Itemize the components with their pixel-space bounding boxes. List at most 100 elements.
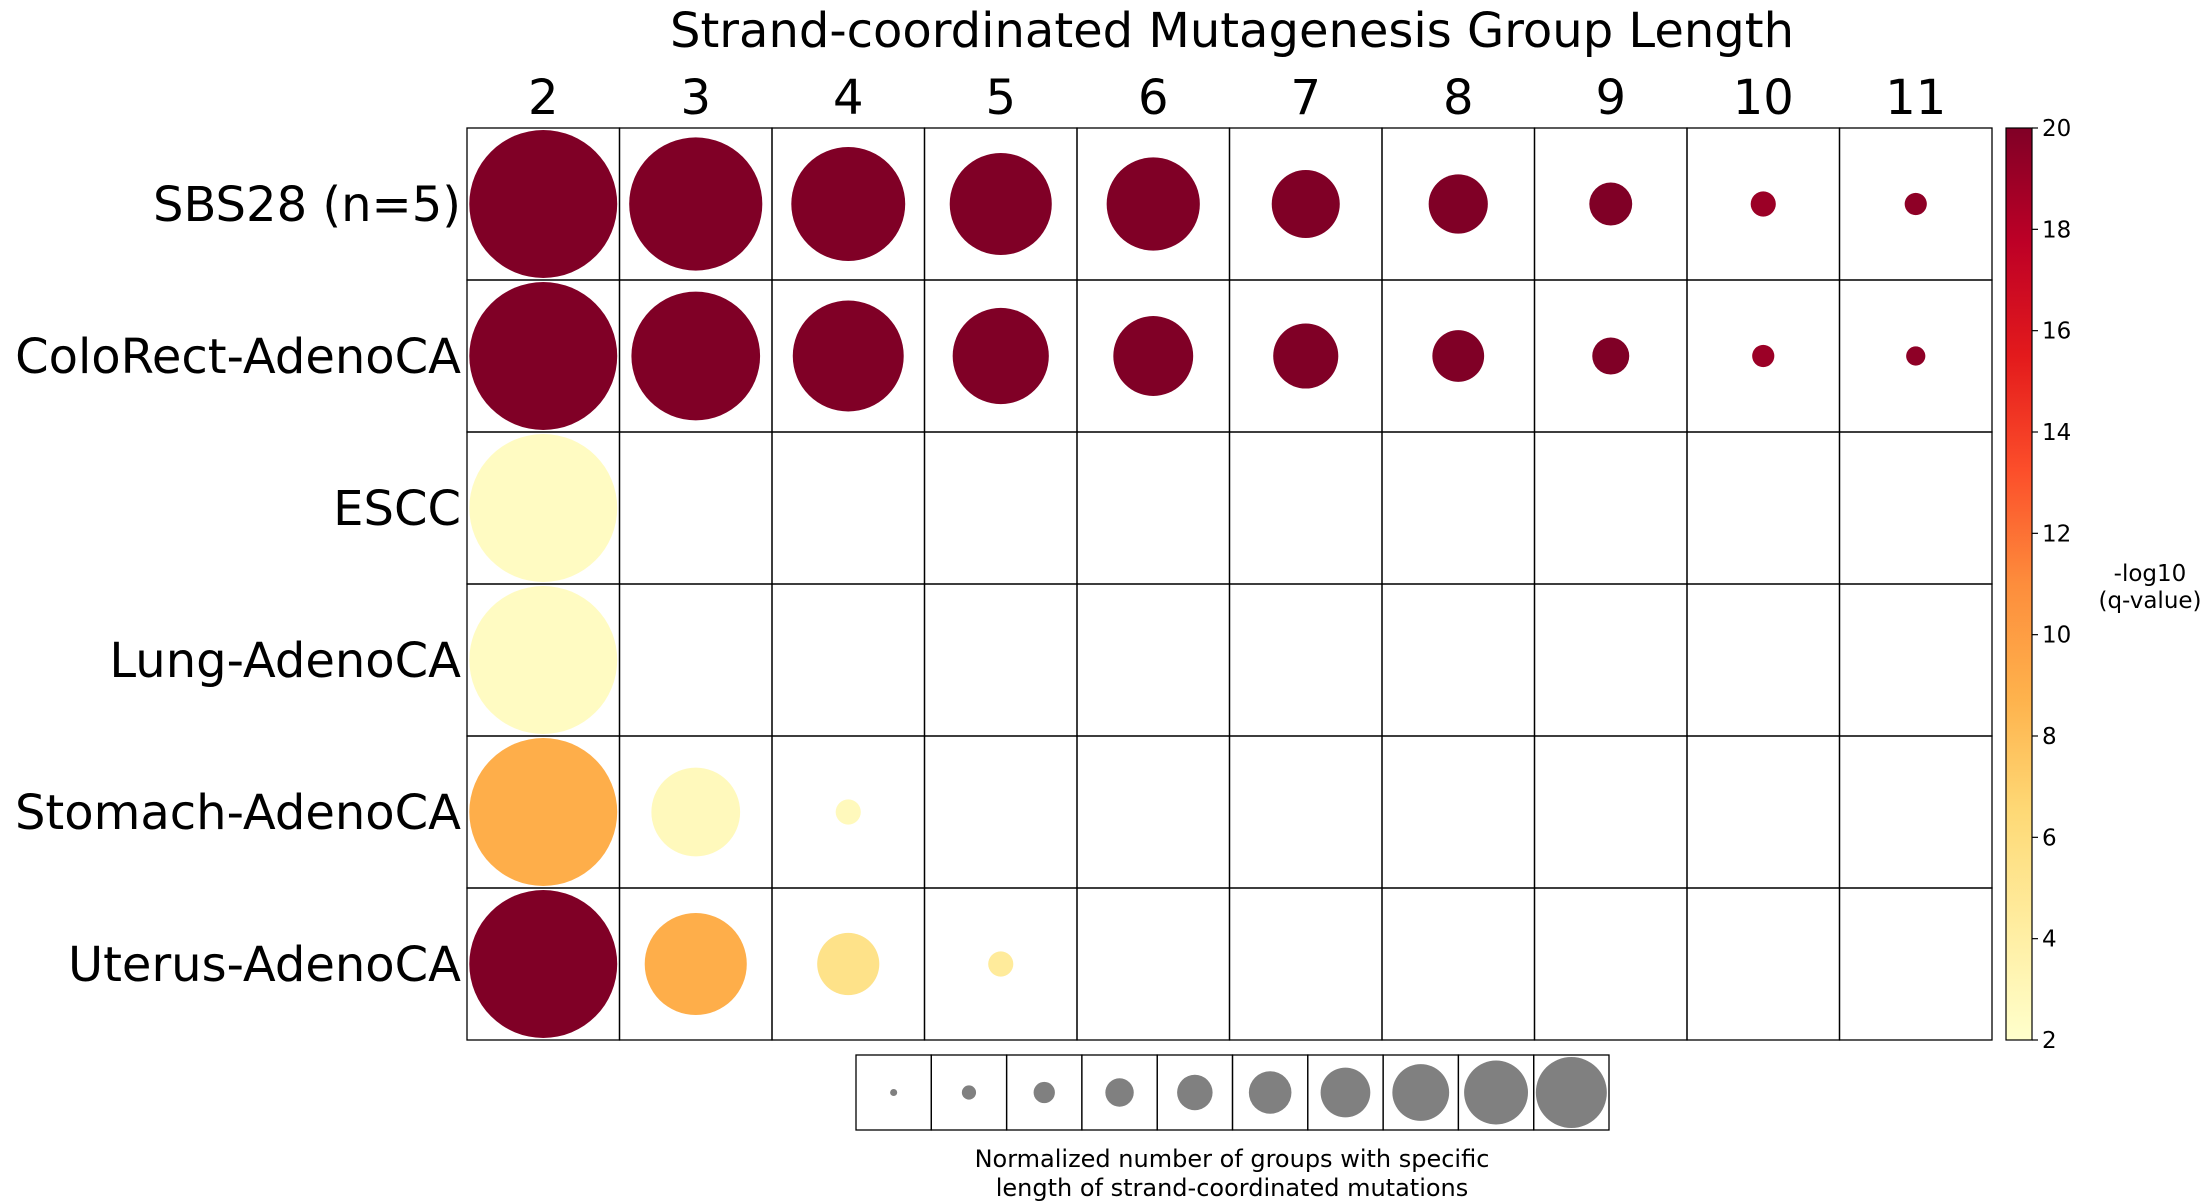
size-legend-cell xyxy=(1533,1054,1610,1131)
bubble xyxy=(1271,169,1340,239)
grid-cell xyxy=(1381,735,1536,889)
size-legend-bubble xyxy=(961,1085,977,1100)
bubble xyxy=(1904,192,1927,216)
grid-cell xyxy=(1533,735,1688,889)
colorbar-gradient xyxy=(2005,127,2033,1041)
y-tick-label: SBS28 (n=5) xyxy=(153,177,461,233)
grid-cell xyxy=(1381,887,1536,1041)
x-tick-label: 5 xyxy=(985,70,1016,126)
x-tick-label: 9 xyxy=(1595,70,1626,126)
grid-cell xyxy=(771,583,926,737)
plot-grid: 2 3 4 5 6 7 8 9 10 11 SBS28 (n=5) ColoRect-AdenoCA E… xyxy=(15,70,1993,1041)
grid-cell xyxy=(1228,431,1383,585)
bubble xyxy=(988,951,1014,977)
grid-cell xyxy=(1533,583,1688,737)
x-tick-label: 7 xyxy=(1290,70,1321,126)
x-tick-label: 4 xyxy=(833,70,864,126)
colorbar-tick-label: 10 xyxy=(2042,623,2071,649)
bubble xyxy=(1752,344,1775,368)
grid-cell xyxy=(923,583,1078,737)
bubble xyxy=(469,738,618,886)
grid-cell xyxy=(1228,887,1383,1041)
grid-cell xyxy=(1381,431,1536,585)
bubble xyxy=(817,932,880,996)
bubble xyxy=(952,307,1049,405)
bubble xyxy=(631,291,761,421)
grid-cell xyxy=(618,431,773,585)
grid-cell xyxy=(1533,887,1688,1041)
y-tick-label: ESCC xyxy=(333,481,461,537)
grid-cell xyxy=(618,583,773,737)
bubble xyxy=(791,147,906,261)
grid-cell xyxy=(1686,583,1841,737)
x-tick-label: 11 xyxy=(1885,70,1946,126)
grid-cell xyxy=(1076,887,1231,1041)
grid-cell xyxy=(1076,431,1231,585)
colorbar-tick-label: 18 xyxy=(2042,217,2071,243)
colorbar-tick-label: 14 xyxy=(2042,420,2071,446)
size-legend-bubble xyxy=(1320,1067,1371,1118)
grid-cell xyxy=(923,735,1078,889)
grid-cell xyxy=(1533,431,1688,585)
bubble xyxy=(469,282,618,430)
colorbar-tick-label: 8 xyxy=(2042,724,2057,750)
bubble xyxy=(792,300,904,412)
bubble xyxy=(1428,174,1488,234)
size-legend-caption-line2: length of strand-coordinated mutations xyxy=(996,1174,1469,1202)
colorbar: 2 4 6 8 10 12 14 16 18 20 xyxy=(2005,116,2071,1054)
grid-cell xyxy=(1076,735,1231,889)
x-tick-label: 2 xyxy=(528,70,559,126)
x-tick-label: 8 xyxy=(1443,70,1474,126)
size-legend-bubble xyxy=(1464,1060,1529,1125)
colorbar-tick-label: 20 xyxy=(2042,116,2071,142)
bubble xyxy=(469,890,618,1038)
bubble xyxy=(644,912,747,1016)
colorbar-tick-label: 12 xyxy=(2042,521,2071,547)
size-legend-bubble xyxy=(1033,1081,1055,1104)
grid-cell xyxy=(1838,583,1993,737)
y-tick-label: Lung-AdenoCA xyxy=(109,633,461,689)
x-tick-label: 3 xyxy=(680,70,711,126)
y-tick-label: Uterus-AdenoCA xyxy=(68,937,461,993)
bubble xyxy=(1432,330,1485,382)
chart-title: Strand-coordinated Mutagenesis Group Len… xyxy=(670,3,1794,59)
bubble xyxy=(1106,157,1200,251)
grid-cell xyxy=(1686,887,1841,1041)
colorbar-label-line2: (q-value) xyxy=(2098,588,2201,614)
colorbar-label-line1: -log10 xyxy=(2114,561,2187,587)
bubble xyxy=(1592,337,1630,375)
size-legend-bubble xyxy=(890,1088,898,1097)
colorbar-tick-label: 16 xyxy=(2042,319,2071,345)
grid-cell xyxy=(1838,735,1993,889)
bubble xyxy=(469,434,618,582)
grid-cell xyxy=(1838,887,1993,1041)
size-legend-bubble xyxy=(1535,1057,1607,1128)
y-tick-label: ColoRect-AdenoCA xyxy=(15,329,461,385)
bubble xyxy=(469,586,618,734)
grid-cell xyxy=(771,431,926,585)
grid-cell xyxy=(1228,735,1383,889)
x-tick-label: 6 xyxy=(1138,70,1169,126)
size-legend-caption-line1: Normalized number of groups with specifi… xyxy=(975,1145,1490,1173)
grid-cell xyxy=(1686,431,1841,585)
x-tick-label: 10 xyxy=(1733,70,1794,126)
colorbar-tick-label: 4 xyxy=(2042,927,2057,953)
bubble xyxy=(1750,191,1776,217)
colorbar-tick-label: 2 xyxy=(2042,1028,2057,1054)
bubble xyxy=(949,152,1052,256)
bubble xyxy=(1589,182,1633,226)
colorbar-tick-label: 6 xyxy=(2042,825,2057,851)
grid-cell xyxy=(1381,583,1536,737)
grid-cell xyxy=(1838,431,1993,585)
bubble xyxy=(469,130,618,278)
grid-cell xyxy=(1228,583,1383,737)
grid-cell xyxy=(1686,735,1841,889)
size-legend xyxy=(855,1054,1610,1131)
size-legend-bubble xyxy=(1105,1078,1134,1107)
bubble xyxy=(1273,323,1339,389)
grid-cell xyxy=(923,431,1078,585)
bubble xyxy=(651,767,741,857)
bubble xyxy=(1113,316,1194,396)
y-tick-label: Stomach-AdenoCA xyxy=(15,785,461,841)
